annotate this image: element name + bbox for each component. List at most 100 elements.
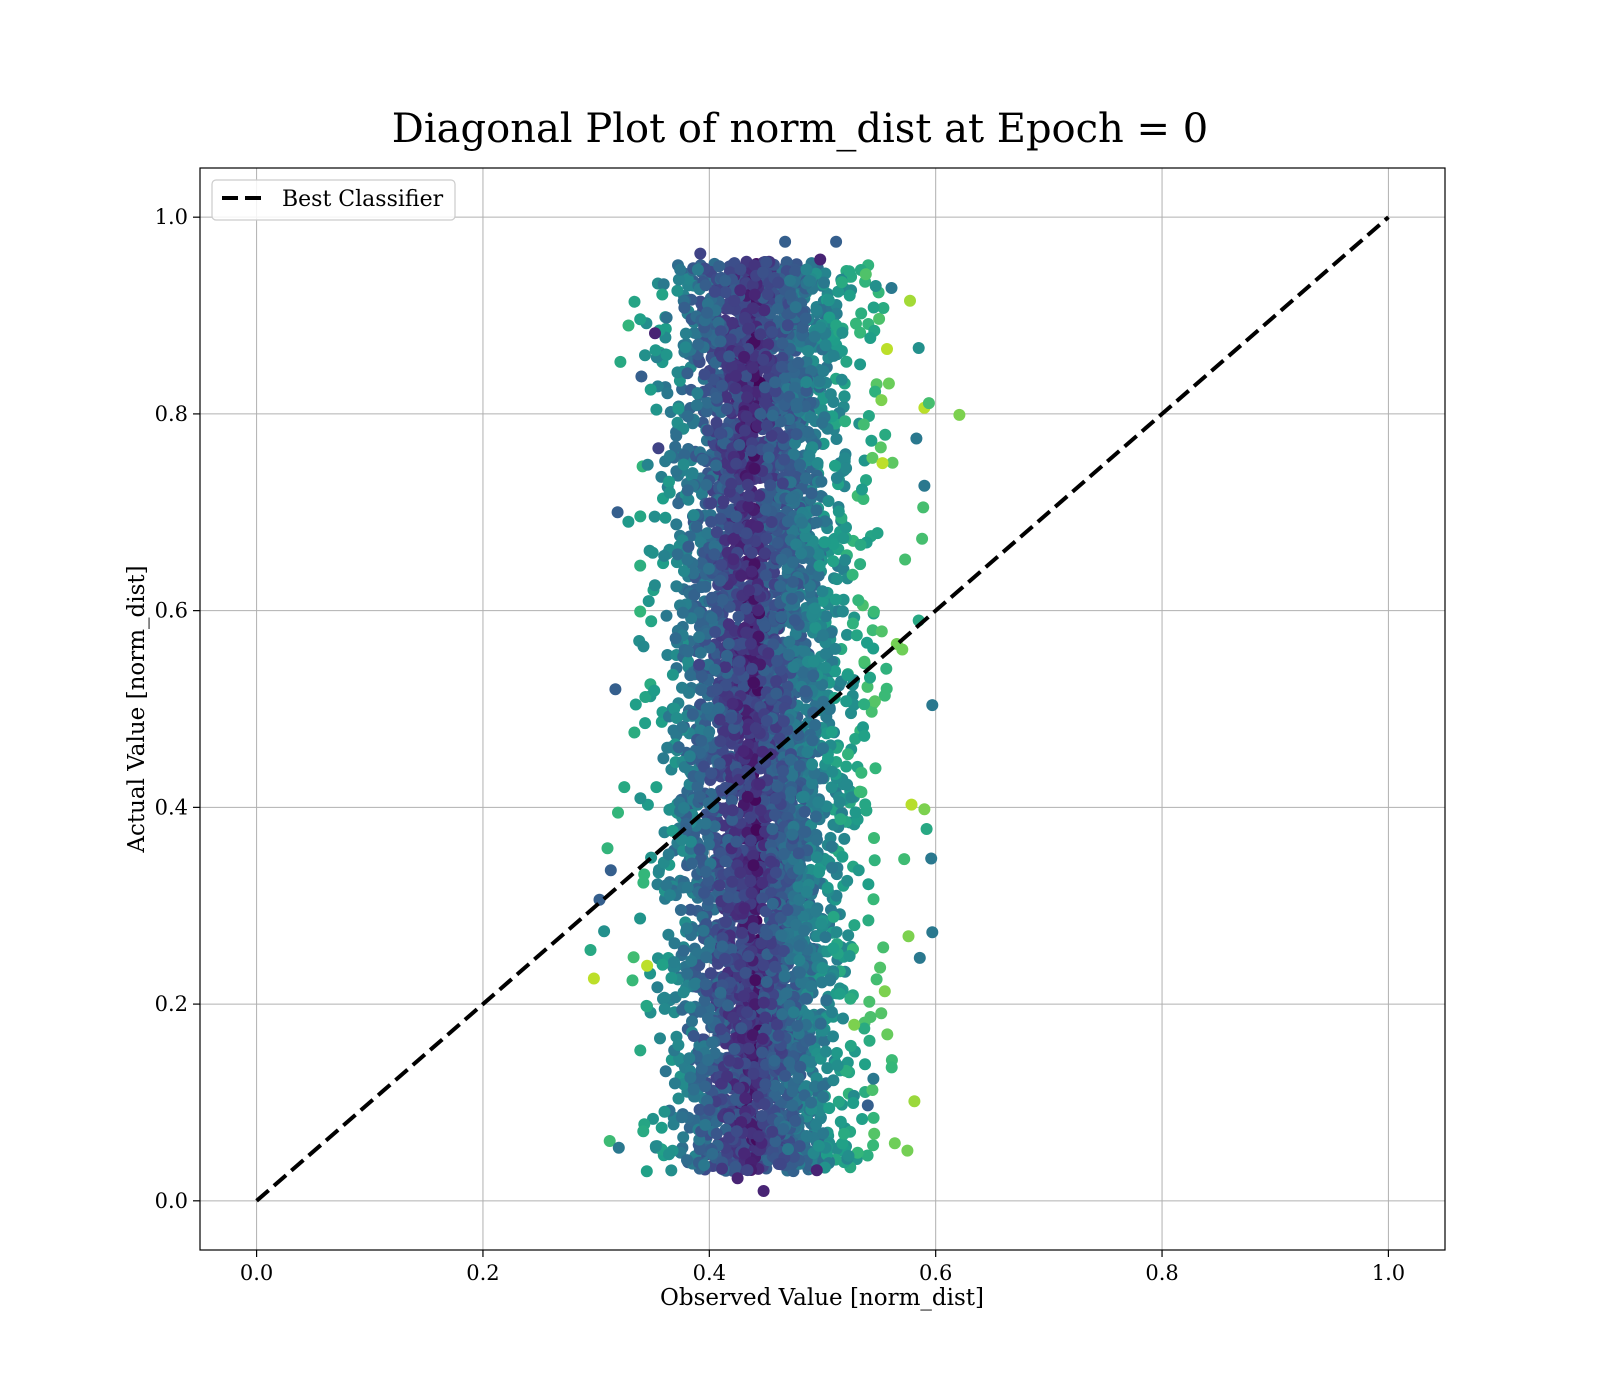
scatter-point [628, 295, 641, 308]
scatter-point [817, 365, 830, 378]
scatter-point [832, 505, 845, 518]
scatter-point [745, 887, 758, 899]
scatter-point [789, 265, 801, 278]
scatter-point [769, 1135, 782, 1148]
scatter-point [823, 1102, 836, 1115]
scatter-point [738, 311, 751, 324]
scatter-point [648, 684, 661, 697]
scatter-point [811, 457, 824, 469]
scatter-point [824, 388, 837, 401]
scatter-point [688, 326, 701, 339]
scatter-point [666, 824, 679, 837]
scatter-point [662, 928, 675, 941]
scatter-point [628, 726, 641, 739]
scatter-point [670, 580, 683, 593]
scatter-point [658, 549, 671, 562]
scatter-point [868, 832, 880, 844]
scatter-point [676, 606, 689, 619]
scatter-point [819, 931, 832, 944]
scatter-point [710, 416, 723, 429]
scatter-point [865, 434, 878, 447]
scatter-point [775, 611, 788, 623]
scatter-point [810, 952, 823, 965]
scatter-point [749, 722, 762, 735]
scatter-point [716, 379, 728, 392]
scatter-point [818, 536, 831, 549]
scatter-point [650, 781, 663, 794]
scatter-point [714, 1023, 727, 1036]
scatter-point [672, 741, 685, 754]
scatter-point [812, 1139, 825, 1152]
scatter-point [874, 441, 887, 454]
scatter-point [843, 289, 856, 302]
scatter-point [849, 806, 862, 819]
scatter-point [800, 472, 812, 485]
scatter-point [873, 312, 886, 325]
scatter-point [852, 594, 865, 607]
scatter-point [657, 752, 670, 765]
scatter-point [683, 686, 695, 699]
scatter-point [839, 554, 852, 567]
scatter-point [862, 914, 875, 927]
scatter-point [793, 1140, 806, 1153]
scatter-point [825, 1006, 838, 1019]
scatter-point [681, 367, 694, 380]
scatter-point [742, 322, 755, 335]
scatter-point [752, 520, 764, 533]
scatter-point [690, 520, 703, 533]
scatter-point [655, 1121, 668, 1134]
scatter-point [697, 924, 710, 937]
scatter-point [840, 462, 853, 475]
scatter-point [875, 1007, 888, 1020]
scatter-point [679, 327, 692, 340]
scatter-point [694, 646, 707, 659]
scatter-point [856, 483, 868, 496]
scatter-point [770, 687, 783, 700]
scatter-point [668, 956, 680, 969]
scatter-point [670, 518, 683, 531]
scatter-point [819, 1045, 832, 1058]
scatter-point [787, 448, 800, 461]
scatter-point [740, 602, 753, 615]
scatter-point [854, 326, 867, 339]
scatter-point [752, 630, 765, 643]
scatter-point [699, 1118, 712, 1131]
scatter-point [778, 453, 791, 466]
scatter-point [686, 1015, 698, 1028]
scatter-point [601, 842, 614, 855]
scatter-point [827, 1074, 840, 1087]
scatter-point [710, 526, 723, 539]
scatter-point [730, 510, 743, 523]
scatter-point [841, 778, 854, 791]
scatter-point [818, 276, 830, 289]
scatter-point [820, 994, 833, 1007]
scatter-point [637, 876, 650, 889]
scatter-point [783, 648, 795, 661]
scatter-point [823, 311, 836, 324]
scatter-point [855, 307, 868, 320]
scatter-point [861, 680, 874, 693]
scatter-point [766, 823, 779, 836]
scatter-point [702, 562, 715, 575]
scatter-point [827, 555, 840, 568]
scatter-point [746, 361, 759, 374]
scatter-point [694, 615, 707, 628]
scatter-point [869, 762, 882, 775]
scatter-point [747, 849, 760, 862]
scatter-point [826, 765, 839, 778]
scatter-point [762, 647, 775, 660]
scatter-point [764, 479, 777, 492]
scatter-point [649, 344, 662, 357]
scatter-point [742, 950, 755, 963]
scatter-point [659, 1065, 672, 1078]
scatter-point [797, 790, 810, 803]
scatter-point [813, 559, 826, 572]
scatter-point [762, 338, 775, 351]
scatter-point [868, 1127, 881, 1140]
scatter-point [782, 1143, 794, 1156]
scatter-point [837, 1012, 849, 1025]
scatter-point [799, 685, 812, 698]
scatter-point [661, 741, 674, 754]
scatter-point [771, 655, 784, 667]
scatter-point [718, 725, 731, 738]
